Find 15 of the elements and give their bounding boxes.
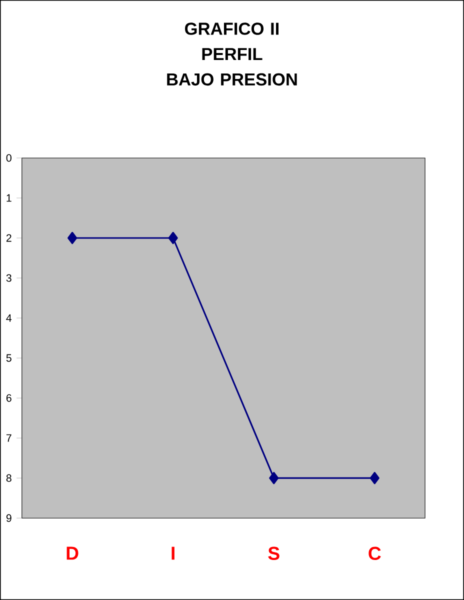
y-tick-label: 7 <box>6 434 12 442</box>
y-tick-label: 0 <box>6 154 12 162</box>
y-tick-label: 1 <box>6 194 12 202</box>
y-tick-label: 2 <box>6 234 12 242</box>
y-tick-label: 6 <box>6 394 12 402</box>
x-tick-label: I <box>172 546 174 560</box>
y-tick-label: 3 <box>6 274 12 282</box>
chart-title: GRAFICO II PERFIL BAJO PRESION <box>167 22 297 86</box>
x-tick-label: D <box>66 546 78 560</box>
y-tick-label: 9 <box>6 514 12 522</box>
x-tick-label: S <box>268 546 280 560</box>
y-tick-label: 8 <box>6 474 12 482</box>
x-tick-label: C <box>368 546 381 560</box>
y-tick-label: 5 <box>6 354 12 362</box>
y-tick-label: 4 <box>6 314 12 322</box>
